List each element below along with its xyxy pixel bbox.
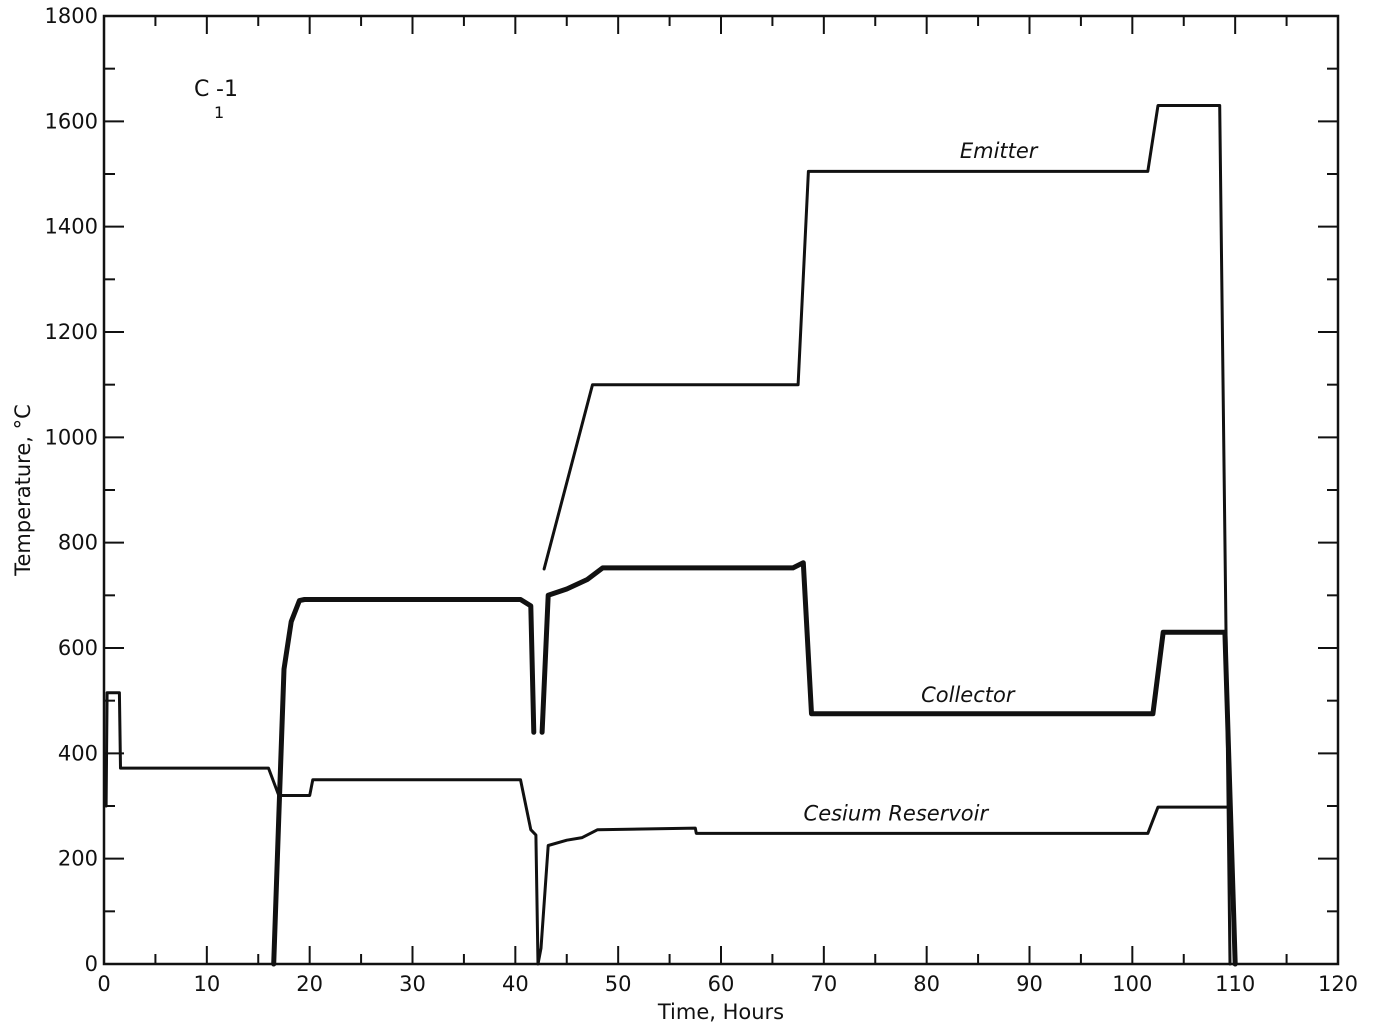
- x-tick-label: 30: [399, 972, 426, 996]
- y-tick-label: 1000: [45, 425, 98, 449]
- x-tick-label: 120: [1318, 972, 1358, 996]
- x-tick-label: 100: [1112, 972, 1152, 996]
- y-tick-labels: 0 200 400 600 800 1000 1200 1400 1600 1800: [45, 4, 98, 976]
- series-label-cesium-reservoir: Cesium Reservoir: [804, 802, 990, 826]
- x-tick-label: 90: [1016, 972, 1043, 996]
- x-tick-label: 40: [502, 972, 529, 996]
- series-emitter: [542, 104, 1232, 966]
- y-axis-label: Temperature, °C: [11, 404, 35, 577]
- x-tick-label: 70: [810, 972, 837, 996]
- run-tag: C 1 -1: [194, 77, 238, 122]
- y-tick-label: 600: [58, 636, 98, 660]
- x-tick-label: 0: [97, 972, 110, 996]
- series-annotations: Emitter Collector Cesium Reservoir: [804, 139, 1039, 826]
- y-tick-label: 1600: [45, 109, 98, 133]
- y-tick-label: 800: [58, 531, 98, 555]
- series-line-collector: [271, 597, 537, 967]
- x-tick-label: 50: [605, 972, 632, 996]
- run-tag-suffix: -1: [216, 77, 238, 102]
- series-line-emitter: [542, 104, 1232, 966]
- y-tick-label: 400: [58, 741, 98, 765]
- x-axis-label: Time, Hours: [657, 1000, 784, 1024]
- series-label-emitter: Emitter: [960, 139, 1039, 163]
- series-line-cesium-reservoir: [104, 691, 1237, 966]
- x-tick-label: 20: [296, 972, 323, 996]
- x-tick-label: 110: [1215, 972, 1255, 996]
- run-tag-subscript: 1: [214, 103, 224, 122]
- y-tick-label: 1400: [45, 215, 98, 239]
- x-tick-label: 60: [708, 972, 735, 996]
- run-tag-main: C: [194, 77, 209, 102]
- y-tick-label: 0: [85, 952, 98, 976]
- y-tick-label: 1800: [45, 4, 98, 28]
- series-line-collector: [539, 560, 1238, 967]
- x-tick-labels: 0 10 20 30 40 50 60 70 80 90 100 110 120: [97, 972, 1358, 996]
- series-cesium-reservoir: [104, 691, 1237, 966]
- x-tick-label: 80: [913, 972, 940, 996]
- series-layer: [104, 104, 1238, 967]
- y-tick-label: 200: [58, 847, 98, 871]
- series-collector: [271, 560, 1238, 967]
- y-tick-label: 1200: [45, 320, 98, 344]
- x-tick-label: 10: [193, 972, 220, 996]
- series-label-collector: Collector: [921, 683, 1016, 707]
